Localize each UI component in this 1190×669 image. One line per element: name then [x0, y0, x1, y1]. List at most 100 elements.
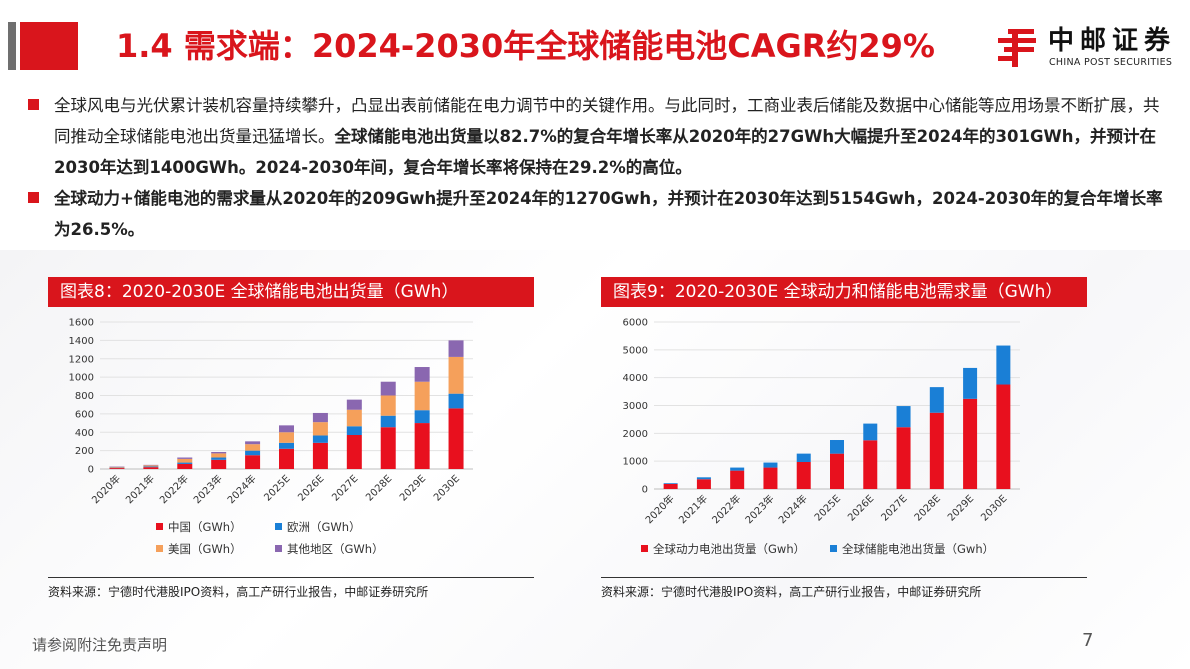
chart1-xtick-label: 2025E — [813, 493, 843, 523]
chart0-bar-segment — [177, 458, 193, 463]
bullet-1-bold-text: 全球储能电池出货量以82.7%的复合年增长率从2020年的27GWh大幅提升至2… — [54, 127, 1156, 177]
chart8-source: 资料来源：宁德时代港股IPO资料，高工产研行业报告，中邮证券研究所 — [48, 585, 429, 599]
chart0-bar-segment — [448, 408, 464, 469]
bullet-item-2: 全球动力+储能电池的需求量从2020年的209Gwh提升至2024年的1270G… — [28, 183, 1168, 245]
logo-chinese-text: 中邮证券 — [1048, 26, 1177, 56]
chart0-bar-segment — [414, 381, 430, 411]
chart1-bar-segment — [696, 479, 711, 489]
chart9-source: 资料来源：宁德时代港股IPO资料，高工产研行业报告，中邮证券研究所 — [601, 585, 982, 599]
chart0-bar-segment — [245, 444, 261, 451]
chart0-xtick-label: 2021年 — [123, 472, 157, 506]
chart1-xtick-label: 2030E — [979, 493, 1009, 523]
chart1-bar-segment — [929, 387, 944, 413]
chart1-xtick-label: 2022年 — [709, 492, 743, 526]
chart8-title: 图表8：2020-2030E 全球储能电池出货量（GWh） — [48, 277, 534, 307]
chart0-ytick-label: 1600 — [69, 318, 94, 329]
chart0-legend-swatch — [275, 523, 282, 530]
chart1-bar-segment — [796, 453, 811, 463]
chart0-xtick-label: 2024年 — [224, 472, 258, 506]
chart0-bar-segment — [448, 393, 464, 409]
chart1-xtick-label: 2029E — [946, 493, 976, 523]
chart0-legend-label: 美国（GWh） — [168, 542, 242, 556]
chart0-bar-segment — [312, 422, 328, 436]
chart1-bar-segment — [763, 467, 778, 489]
chart1-legend-swatch — [641, 545, 648, 552]
chart0-bar-segment — [312, 435, 328, 443]
chart0-bar-segment — [245, 455, 261, 469]
chart9-svg: 0 1000 2000 3000 4000 5000 6000 2020年 2021年 2022年… — [623, 318, 1020, 556]
background-decoration — [0, 250, 1190, 669]
chart1-ytick-label: 2000 — [623, 429, 648, 440]
chart1-ytick-label: 1000 — [623, 457, 648, 468]
chart0-bar-segment — [346, 435, 362, 469]
chart0-bar-segment — [414, 423, 430, 469]
chart1-bar-segment — [796, 462, 811, 489]
chart0-bar-segment — [346, 409, 362, 427]
chart1-bar-segment — [963, 398, 978, 489]
page-number: 7 — [1082, 630, 1094, 651]
chart1-bar-segment — [730, 467, 745, 471]
chart1-ytick-label: 0 — [642, 485, 648, 496]
chart0-bar-segment — [380, 415, 396, 428]
chart1-xtick-label: 2020年 — [642, 492, 676, 526]
chart0-bar-segment — [143, 467, 159, 469]
chart0-bar-segment — [380, 427, 396, 469]
chart0-bar-segment — [279, 448, 294, 469]
chart1-ytick-label: 4000 — [623, 373, 648, 384]
chart0-bar-segment — [346, 399, 362, 410]
chart0-bar-segment — [279, 425, 294, 433]
chart0-bar-segment — [279, 432, 294, 443]
chart0-xtick-label: 2028E — [364, 473, 394, 503]
chart1-bar-segment — [696, 477, 711, 480]
chart0-xtick-label: 2027E — [330, 473, 360, 503]
chart9-divider — [601, 577, 1087, 578]
chart1-bar-segment — [830, 440, 844, 454]
chart1-xtick-label: 2024年 — [776, 492, 810, 526]
chart1-bar-segment — [663, 483, 678, 489]
chart0-legend-swatch — [156, 545, 163, 552]
chart0-legend-swatch — [275, 545, 282, 552]
chart1-ytick-label: 3000 — [623, 401, 648, 412]
chart0-bar-segment — [312, 442, 328, 469]
chart1-bar-segment — [763, 462, 778, 468]
chart1-legend-label: 全球动力电池出货量（Gwh） — [653, 542, 805, 556]
bullet-2-bold-text: 全球动力+储能电池的需求量从2020年的209Gwh提升至2024年的1270G… — [54, 189, 1163, 239]
chart1-bar-segment — [863, 423, 878, 441]
bullet-item-1: 全球风电与光伏累计装机容量持续攀升，凸显出表前储能在电力调节中的关键作用。与此同… — [28, 90, 1168, 183]
chart0-legend-label: 中国（GWh） — [168, 520, 242, 534]
chart0-ytick-label: 1200 — [69, 354, 94, 365]
chart0-ytick-label: 1000 — [69, 373, 94, 384]
chart1-legend-label: 全球储能电池出货量（Gwh） — [842, 542, 994, 556]
chart0-bar-segment — [346, 426, 362, 436]
chart0-bar-segment — [177, 462, 193, 464]
chart0-xtick-label: 2029E — [398, 473, 428, 503]
chart0-bar-segment — [279, 442, 294, 449]
chart0-bar-segment — [143, 465, 159, 467]
chart0-bar-segment — [414, 410, 430, 424]
chart0-xtick-label: 2025E — [262, 473, 292, 503]
chart0-xtick-label: 2023年 — [191, 472, 225, 506]
chart1-bar-segment — [963, 367, 978, 399]
header-accent-red — [20, 22, 78, 70]
chart1-bar-segment — [996, 345, 1011, 385]
chart9-title: 图表9：2020-2030E 全球动力和储能电池需求量（GWh） — [601, 277, 1087, 307]
chart1-legend-swatch — [830, 545, 837, 552]
chart0-bar-segment — [211, 453, 227, 458]
chart0-bar-segment — [109, 466, 125, 468]
chart1-bar-segment — [663, 483, 678, 484]
chart0-bar-segment — [380, 381, 396, 396]
bullet-square-icon — [28, 99, 39, 110]
chart0-bar-segment — [211, 452, 227, 454]
chart0-legend-label: 欧洲（GWh） — [287, 520, 361, 534]
chart0-legend-swatch — [156, 523, 163, 530]
bullet-list: 全球风电与光伏累计装机容量持续攀升，凸显出表前储能在电力调节中的关键作用。与此同… — [28, 90, 1168, 245]
chart8-divider — [48, 577, 534, 578]
chart0-bar-segment — [414, 367, 430, 382]
chart1-ytick-label: 6000 — [623, 318, 648, 329]
chart0-xtick-label: 2022年 — [157, 472, 191, 506]
chart0-bar-segment — [312, 412, 328, 423]
chart0-bar-segment — [109, 468, 125, 469]
chart1-bar-segment — [863, 440, 878, 489]
chart1-bar-segment — [896, 427, 911, 489]
